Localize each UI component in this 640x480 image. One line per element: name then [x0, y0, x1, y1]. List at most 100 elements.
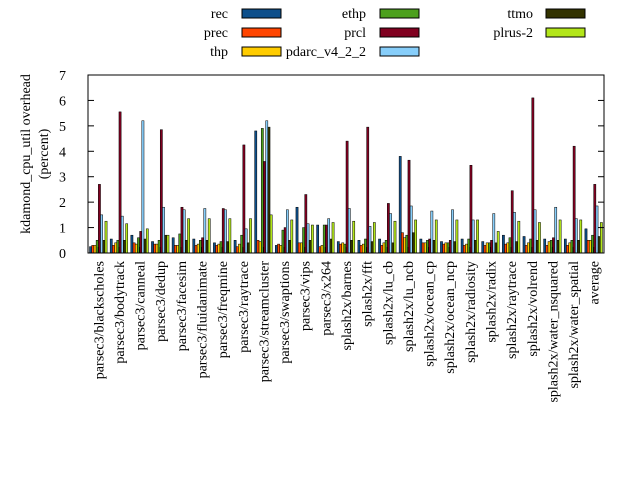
- bar-pdarc_v4_2_2-14: [389, 213, 392, 254]
- bar-thp-19: [485, 242, 489, 254]
- bar-plrus-2-22: [558, 219, 562, 254]
- bar-prec-18: [462, 245, 466, 254]
- bar-ttmo-20: [515, 241, 518, 254]
- bar-rec-12: [336, 241, 340, 254]
- bar-ttmo-23: [577, 240, 580, 254]
- x-tick-label: parsec3/dedup: [154, 261, 169, 342]
- x-tick-label: splash2x/ocean_ncp: [443, 261, 458, 374]
- bar-plrus-2-23: [579, 219, 583, 254]
- bar-plrus-2-10: [311, 224, 314, 254]
- bar-prec-12: [339, 243, 342, 254]
- legend-swatch-pdarc_v4_2_2: [379, 46, 420, 57]
- y-tick-label: 4: [59, 145, 66, 160]
- legend-label-thp: thp: [210, 45, 228, 60]
- bar-pdarc_v4_2_2-22: [554, 206, 558, 254]
- bar-rec-24: [584, 228, 588, 254]
- bar-prec-20: [504, 243, 507, 254]
- bar-ttmo-2: [143, 238, 147, 254]
- bar-prec-1: [112, 245, 115, 254]
- x-tick-label: parsec3/fluidanimate: [196, 261, 211, 378]
- bar-plrus-2-2: [145, 228, 149, 254]
- bar-ttmo-17: [453, 241, 457, 254]
- bar-prec-15: [401, 232, 404, 254]
- legend-swatch-plrus-2: [545, 27, 586, 38]
- x-tick-label: splash2x/lu_ncb: [402, 261, 417, 352]
- bar-prec-7: [235, 246, 239, 254]
- bar-rec-5: [192, 238, 196, 254]
- bar-prcl-13: [366, 126, 370, 254]
- bar-pdarc_v4_2_2-12: [347, 208, 351, 254]
- bar-prcl-15: [407, 159, 411, 254]
- bar-plrus-2-4: [187, 218, 190, 254]
- y-tick-label: 3: [59, 171, 66, 186]
- bar-plrus-2-1: [125, 223, 129, 254]
- bar-plrus-2-19: [496, 231, 500, 254]
- legend-swatch-ethp: [379, 8, 420, 19]
- legend-swatch-thp: [241, 46, 282, 57]
- bar-thp-15: [403, 237, 406, 254]
- bar-prcl-20: [510, 190, 514, 254]
- bar-prcl-1: [118, 111, 122, 254]
- bar-prec-13: [359, 245, 363, 254]
- bar-prec-14: [380, 245, 384, 254]
- bar-ethp-8: [260, 128, 264, 254]
- y-tick-label: 7: [59, 69, 66, 84]
- bar-rec-13: [357, 240, 361, 254]
- x-axis: parsec3/blackscholes parsec3/bodytrack par…: [92, 247, 603, 403]
- bar-thp-8: [258, 241, 262, 254]
- bar-prcl-23: [572, 145, 576, 254]
- bar-prec-8: [256, 240, 260, 254]
- bar-plrus-2-20: [517, 220, 521, 254]
- bar-thp-16: [423, 242, 427, 254]
- legend-swatch-rec: [241, 8, 282, 19]
- y-tick-label: 0: [59, 247, 66, 262]
- bar-ttmo-10: [308, 240, 312, 254]
- bar-thp-17: [444, 242, 448, 254]
- bar-pdarc_v4_2_2-13: [368, 226, 372, 254]
- bar-rec-20: [502, 234, 505, 254]
- bar-pdarc_v4_2_2-7: [244, 228, 248, 254]
- bar-rec-6: [213, 242, 216, 254]
- bar-thp-22: [547, 241, 551, 254]
- bar-rec-17: [440, 241, 443, 254]
- bar-pdarc_v4_2_2-18: [471, 219, 475, 254]
- x-tick-label: splash2x/fft: [361, 261, 376, 327]
- bar-prcl-10: [304, 194, 308, 254]
- bar-rec-19: [481, 241, 485, 254]
- bar-thp-20: [506, 242, 510, 254]
- y-tick-label: 6: [59, 94, 66, 109]
- legend-label-plrus-2: plrus-2: [493, 26, 533, 41]
- bar-rec-8: [254, 130, 258, 254]
- bar-pdarc_v4_2_2-5: [203, 208, 207, 254]
- bar-rec-21: [522, 236, 526, 254]
- bar-ttmo-24: [597, 236, 601, 254]
- legend: rec prec thp ethp prcl pdarc_v4_2_2 ttmo plrus-…: [204, 7, 586, 60]
- x-tick-label: splash2x/water_nsquared: [546, 261, 561, 403]
- bar-pdarc_v4_2_2-8: [265, 120, 269, 254]
- y-axis-label: kdamond_cpu_util overhead (percent): [19, 74, 52, 234]
- bar-ttmo-1: [123, 240, 126, 254]
- x-tick-label: splash2x/ocean_cp: [423, 261, 438, 367]
- y-tick-label: 2: [59, 196, 66, 211]
- bar-pdarc_v4_2_2-0: [100, 214, 103, 254]
- bar-prec-10: [297, 242, 301, 254]
- bar-prcl-18: [469, 165, 473, 254]
- bar-thp-21: [527, 242, 530, 254]
- bar-ttmo-11: [329, 238, 333, 254]
- bar-plrus-2-13: [372, 222, 376, 254]
- bar-pdarc_v4_2_2-4: [182, 209, 186, 254]
- bar-prcl-6: [221, 208, 225, 254]
- bar-prec-2: [132, 242, 136, 254]
- bar-prcl-4: [180, 206, 184, 254]
- bar-ttmo-8: [267, 126, 271, 254]
- bar-thp-13: [361, 243, 365, 254]
- bar-pdarc_v4_2_2-16: [430, 210, 434, 254]
- bar-prec-22: [545, 245, 549, 254]
- x-tick-label: splash2x/radiosity: [464, 261, 479, 363]
- bar-pdarc_v4_2_2-17: [451, 209, 454, 254]
- bar-rec-23: [563, 238, 567, 254]
- bar-thp-3: [155, 243, 159, 254]
- bar-ttmo-12: [350, 240, 353, 254]
- x-tick-label: splash2x/radix: [484, 261, 499, 343]
- legend-label-ttmo: ttmo: [507, 7, 533, 22]
